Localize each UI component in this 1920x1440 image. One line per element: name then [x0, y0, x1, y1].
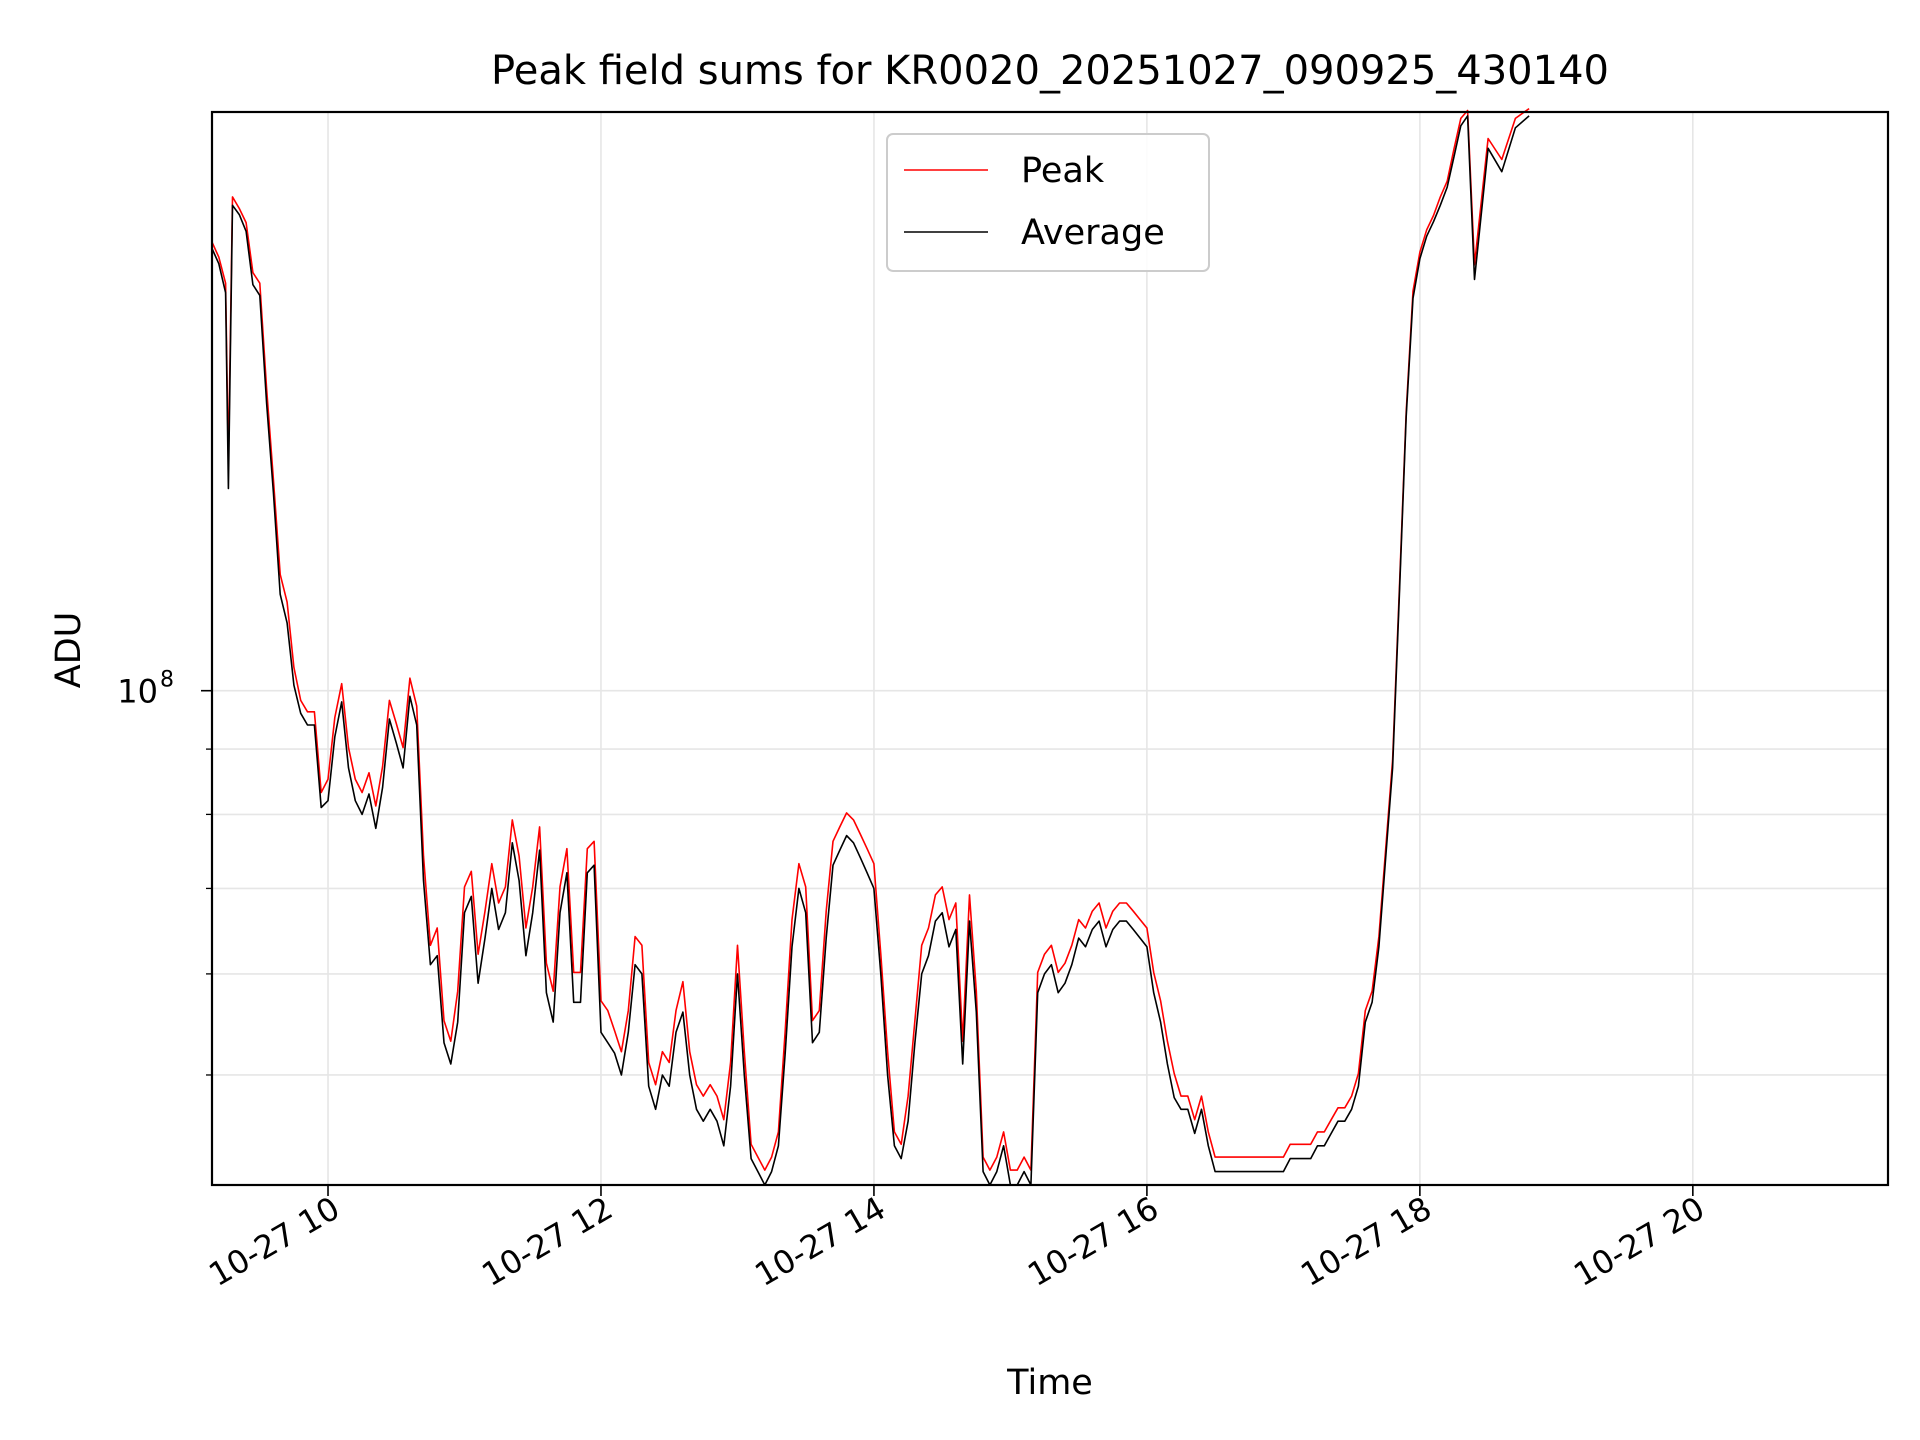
legend-label-peak: Peak: [1021, 151, 1105, 191]
x-axis-label: Time: [1006, 1363, 1093, 1403]
y-axis-label: ADU: [49, 612, 89, 689]
plot-frame: [210, 110, 1890, 1187]
y-tick-exponent: 8: [160, 668, 174, 693]
legend-label-average: Average: [1021, 213, 1165, 253]
chart-title: Peak field sums for KR0020_20251027_0909…: [491, 48, 1609, 94]
series-line-peak: [211, 107, 1530, 1171]
y-tick-label: 10: [117, 673, 158, 711]
legend-box: [886, 133, 1210, 272]
series-line-average: [211, 115, 1530, 1186]
legend: Peak Average: [886, 133, 1210, 272]
series-layer: [211, 107, 1530, 1186]
